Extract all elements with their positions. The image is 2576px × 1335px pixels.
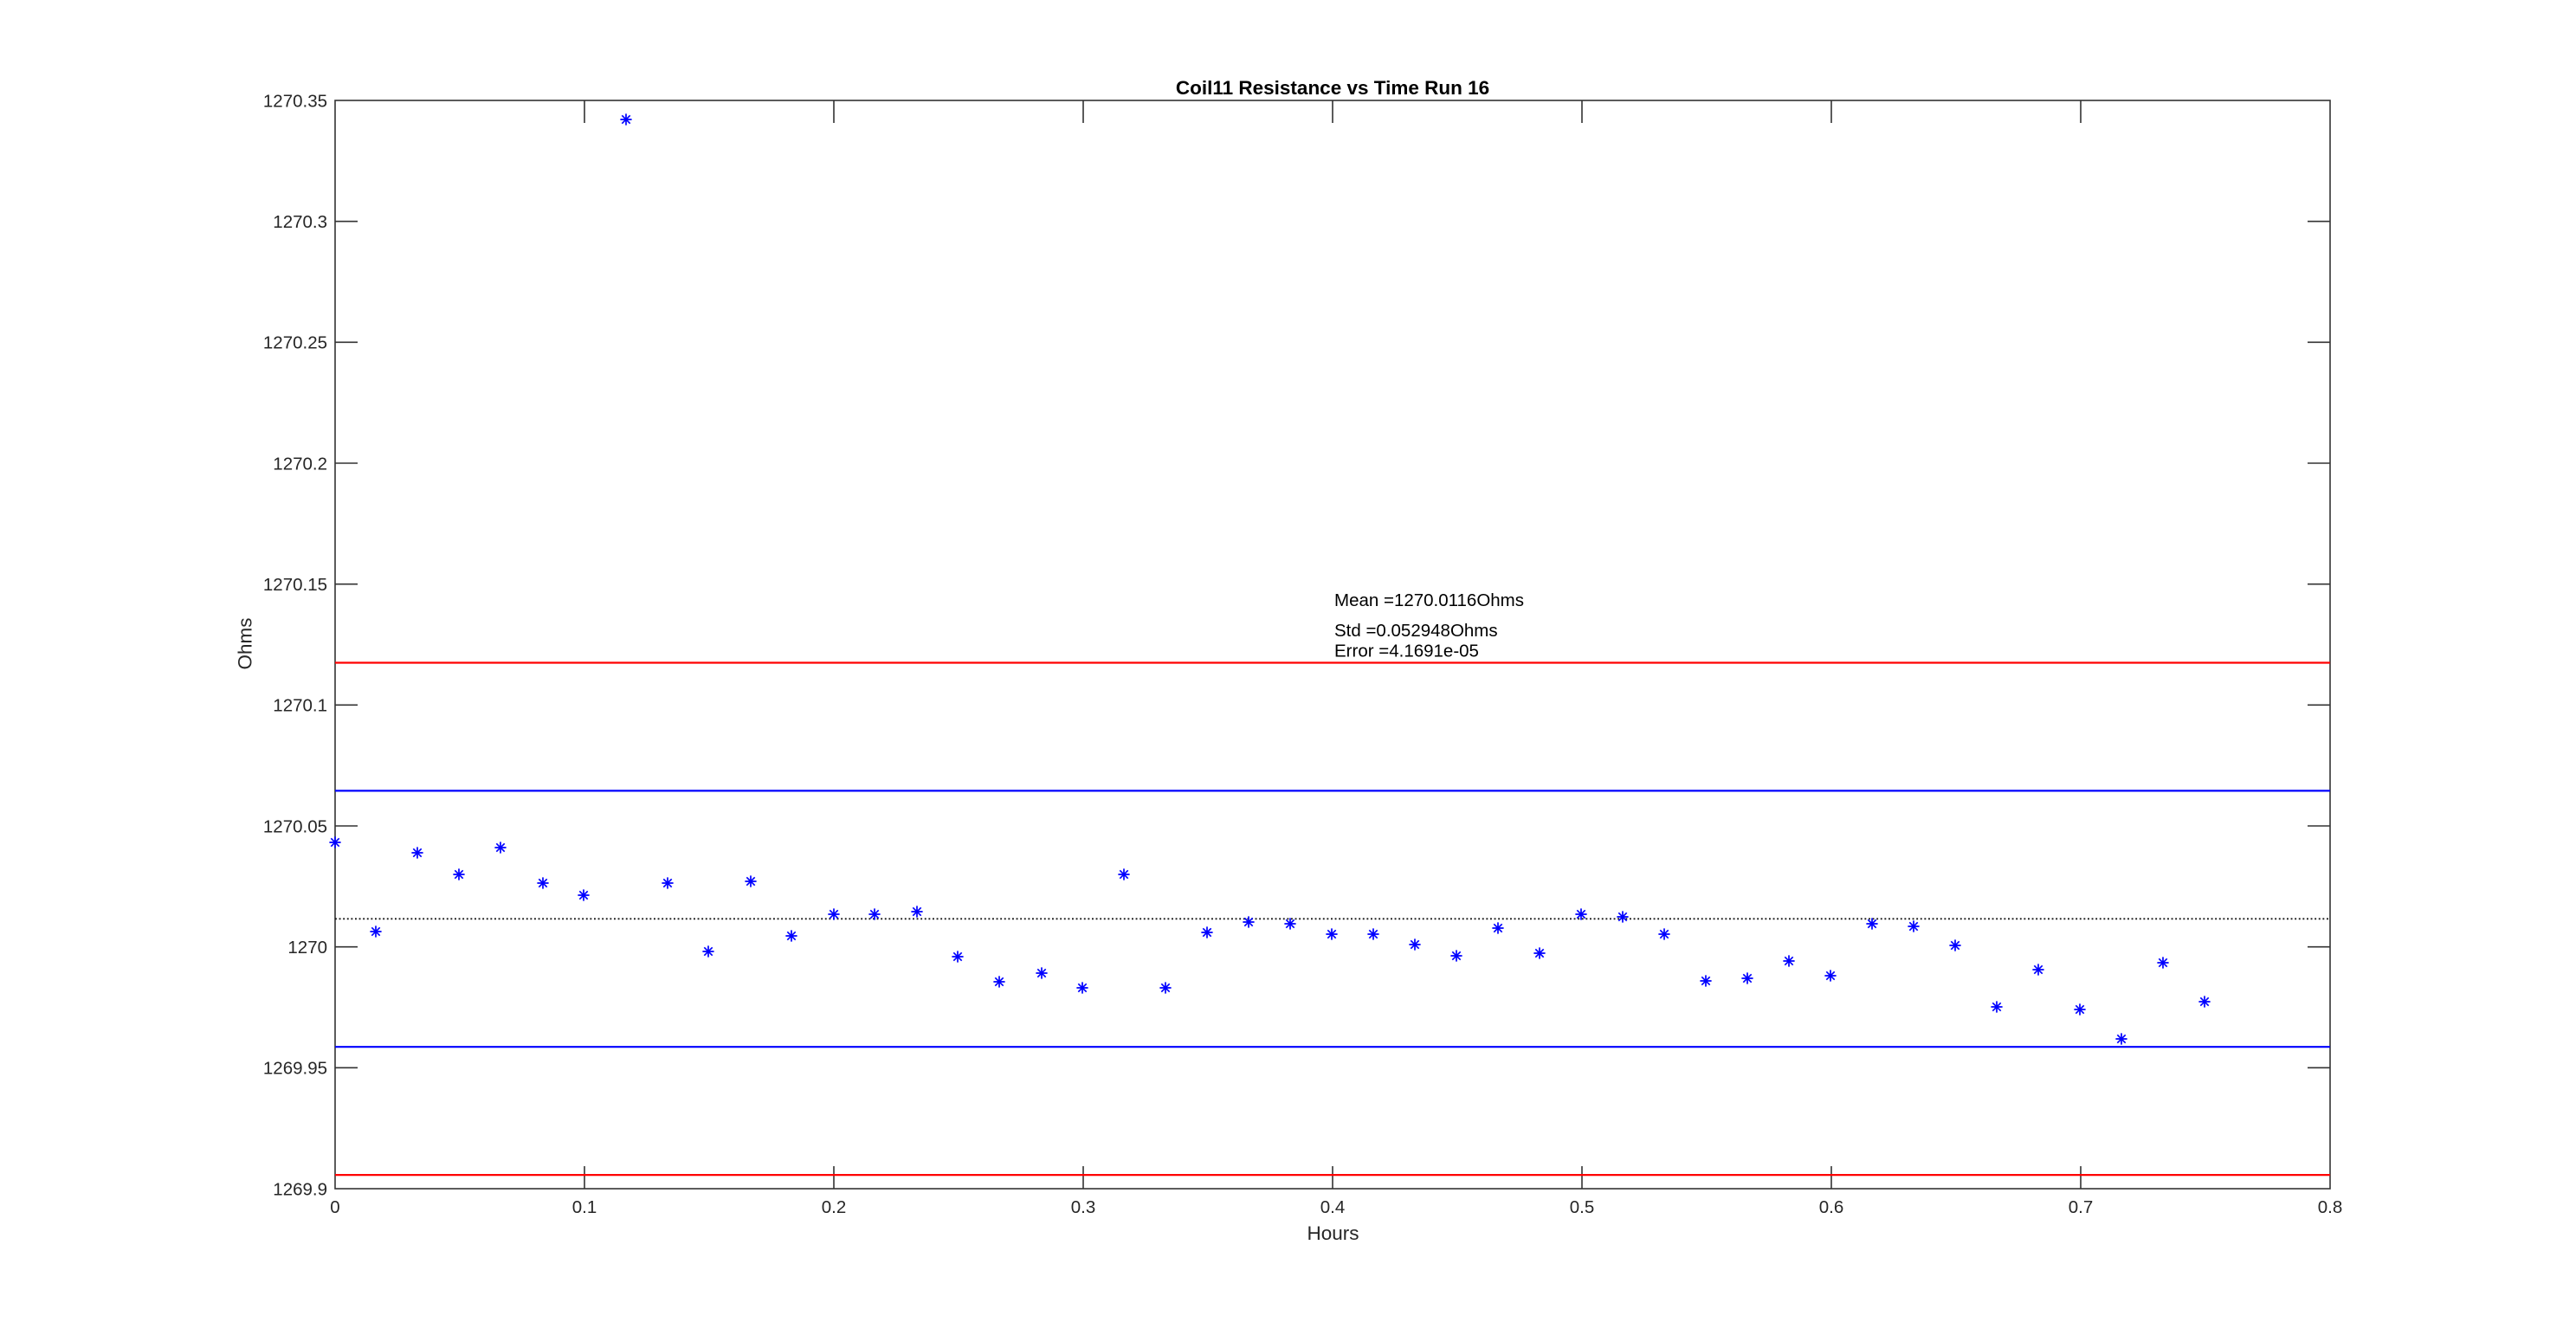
svg-text:0: 0 [330, 1197, 339, 1217]
svg-text:1270.3: 1270.3 [273, 212, 327, 232]
svg-text:Ohms: Ohms [235, 617, 256, 669]
svg-text:0.4: 0.4 [1320, 1197, 1346, 1217]
svg-text:1270.05: 1270.05 [263, 816, 327, 836]
svg-text:1270.35: 1270.35 [263, 91, 327, 111]
svg-text:Error =4.1691e-05: Error =4.1691e-05 [1334, 642, 1479, 661]
svg-text:1270.2: 1270.2 [273, 454, 327, 474]
svg-text:1270.25: 1270.25 [263, 333, 327, 353]
svg-text:1269.95: 1269.95 [263, 1059, 327, 1079]
svg-text:Hours: Hours [1307, 1222, 1359, 1244]
svg-text:0.3: 0.3 [1071, 1197, 1096, 1217]
svg-text:0.1: 0.1 [572, 1197, 597, 1217]
svg-text:0.6: 0.6 [1819, 1197, 1844, 1217]
svg-text:0.8: 0.8 [2318, 1197, 2343, 1217]
svg-text:1269.9: 1269.9 [273, 1179, 327, 1199]
svg-text:0.5: 0.5 [1570, 1197, 1595, 1217]
svg-text:Coil11 Resistance vs Time Run: Coil11 Resistance vs Time Run 16 [1176, 77, 1489, 99]
svg-text:1270.1: 1270.1 [273, 696, 327, 716]
svg-text:1270.15: 1270.15 [263, 575, 327, 595]
svg-text:1270: 1270 [287, 938, 327, 958]
svg-text:Std =0.052948Ohms: Std =0.052948Ohms [1334, 621, 1498, 641]
svg-text:0.2: 0.2 [822, 1197, 847, 1217]
svg-text:Mean =1270.0116Ohms: Mean =1270.0116Ohms [1334, 590, 1524, 610]
svg-text:0.7: 0.7 [2069, 1197, 2094, 1217]
